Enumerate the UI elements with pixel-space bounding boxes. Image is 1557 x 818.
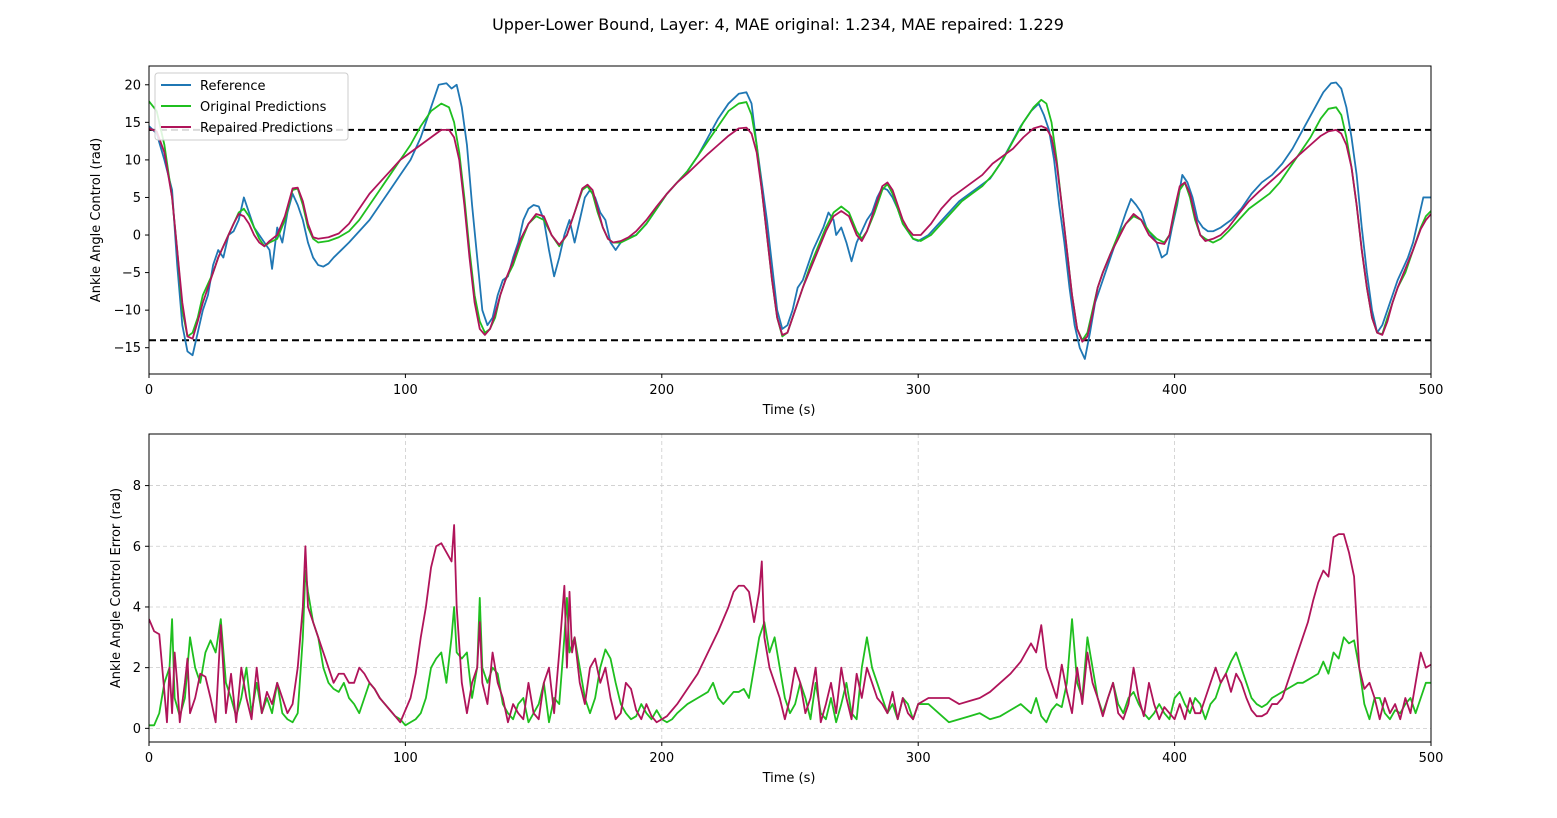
top-chart-ytick-label: 20 <box>124 78 141 93</box>
bottom-chart-ylabel: Ankle Angle Control Error (rad) <box>109 488 124 688</box>
figure-title: Upper-Lower Bound, Layer: 4, MAE origina… <box>492 15 1064 34</box>
bottom-chart-series-repaired-predictions <box>149 524 1431 724</box>
bottom-chart-xtick-label: 400 <box>1162 751 1187 766</box>
top-chart-ytick-label: 0 <box>133 229 141 244</box>
top-chart: Time (s) Ankle Angle Control (rad) 0 100 2… <box>89 65 1444 418</box>
top-chart-xtick-label: 200 <box>649 383 674 398</box>
bottom-chart-ytick-label: 6 <box>133 540 141 555</box>
top-chart-xtick-label: 0 <box>145 383 153 398</box>
top-chart-series-repaired-predictions <box>149 125 1431 343</box>
legend: Reference Original Predictions Repaired … <box>154 72 349 141</box>
legend-reference-label: Reference <box>200 79 265 94</box>
bottom-chart-xtick-label: 100 <box>393 751 418 766</box>
top-chart-ytick-label: −15 <box>114 341 141 356</box>
legend-original-label: Original Predictions <box>200 100 327 115</box>
top-chart-xtick-label: 300 <box>906 383 931 398</box>
top-chart-xlabel: Time (s) <box>762 403 816 418</box>
bottom-chart-ytick-label: 8 <box>133 479 141 494</box>
bottom-chart-xlabel: Time (s) <box>762 771 816 786</box>
bottom-chart-ytick-label: 4 <box>133 600 141 615</box>
bottom-chart-frame <box>148 433 1432 743</box>
bottom-chart-ytick-label: 2 <box>133 661 141 676</box>
bottom-chart-xtick-label: 500 <box>1419 751 1444 766</box>
bottom-chart-xtick-label: 200 <box>649 751 674 766</box>
bottom-chart-ytick-label: 0 <box>133 722 141 737</box>
top-chart-xtick-label: 500 <box>1419 383 1444 398</box>
top-chart-ytick-label: −10 <box>114 304 141 319</box>
top-chart-ytick-label: 10 <box>124 153 141 168</box>
top-chart-xtick-label: 400 <box>1162 383 1187 398</box>
bottom-chart: Time (s) Ankle Angle Control Error (rad)… <box>109 433 1444 786</box>
legend-box <box>154 72 349 141</box>
top-chart-series-reference <box>149 81 1431 360</box>
top-chart-frame <box>148 65 1432 375</box>
top-chart-ytick-label: −5 <box>122 266 141 281</box>
top-chart-ylabel: Ankle Angle Control (rad) <box>89 138 104 302</box>
top-chart-ytick-label: 5 <box>133 191 141 206</box>
top-chart-xtick-label: 100 <box>393 383 418 398</box>
legend-repaired-label: Repaired Predictions <box>200 121 333 136</box>
bottom-chart-xtick-label: 300 <box>906 751 931 766</box>
bottom-chart-xtick-label: 0 <box>145 751 153 766</box>
top-chart-ytick-label: 15 <box>124 116 141 131</box>
